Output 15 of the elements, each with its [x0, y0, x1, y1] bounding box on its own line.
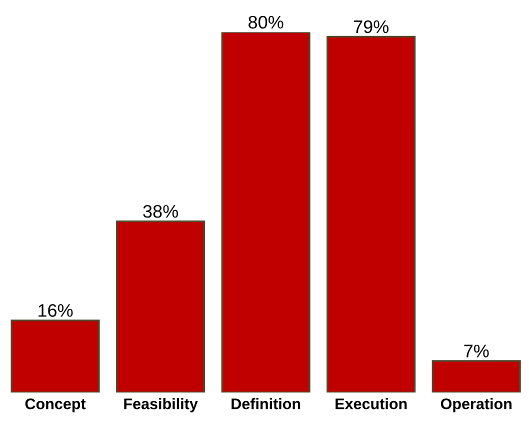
bar — [10, 320, 100, 392]
x-tick-label: Concept — [25, 398, 86, 412]
bar — [221, 32, 310, 392]
bar — [116, 220, 206, 392]
bar — [432, 360, 521, 392]
x-tick-label: Definition — [232, 398, 300, 410]
data-label: 16% — [38, 304, 73, 317]
bar — [326, 36, 416, 392]
data-label: 7% — [464, 344, 489, 358]
x-tick-label: Operation — [440, 398, 512, 412]
data-label: 80% — [248, 16, 284, 29]
data-label: 38% — [143, 204, 178, 218]
data-label: 79% — [354, 20, 389, 34]
x-tick-label: Execution — [336, 398, 407, 410]
x-tick-label: Feasibility — [124, 398, 198, 412]
